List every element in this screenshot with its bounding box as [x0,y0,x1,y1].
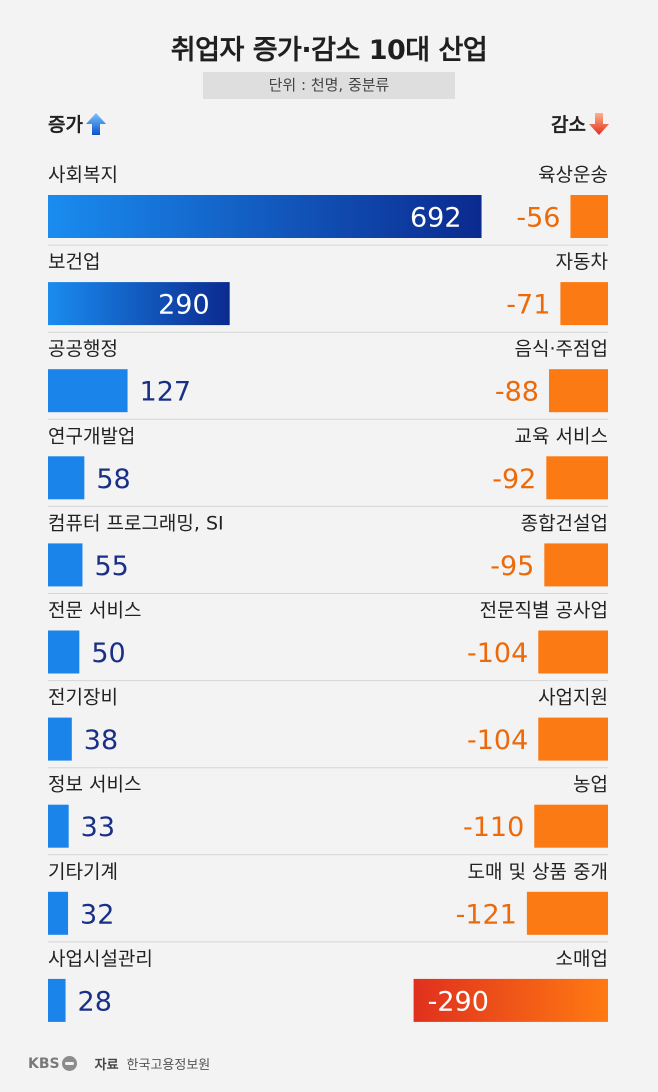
increase-bar [48,630,80,674]
increase-value-label: 28 [78,986,112,1017]
increase-value-label: 50 [91,638,125,669]
increase-category-label: 사회복지 [48,164,118,186]
increase-value-label: 32 [80,899,114,930]
decrease-value-label: -56 [516,203,560,234]
increase-category-label: 정보 서비스 [48,774,141,796]
increase-bar [48,978,66,1022]
decrease-bar [570,195,608,238]
decrease-legend: 감소 [551,110,610,137]
decrease-category-label: 사업지원 [538,687,608,709]
increase-bar [48,195,482,238]
increase-value-label: 692 [410,203,462,234]
decrease-category-label: 육상운송 [538,164,608,186]
increase-category-label: 전기장비 [48,687,118,709]
increase-bar [48,543,83,587]
decrease-value-label: -88 [495,377,539,408]
arrow-down-icon [589,112,609,135]
increase-category-label: 연구개발업 [48,425,135,447]
increase-category-label: 전문 서비스 [48,600,141,622]
increase-value-label: 33 [81,812,115,843]
increase-category-label: 보건업 [48,251,100,273]
kbs-logo-icon [61,1056,77,1071]
increase-value-label: 290 [158,290,210,321]
decrease-bar [534,804,608,848]
increase-category-label: 기타기계 [48,861,118,883]
decrease-value-label: -92 [492,464,536,495]
kbs-logo-text: KBS [28,1055,60,1072]
decrease-category-label: 음식·주점업 [515,338,608,360]
decrease-bar [413,978,608,1022]
decrease-value-label: -104 [467,638,528,669]
decrease-value-label: -95 [490,551,534,582]
increase-value-label: 55 [94,551,128,582]
kbs-logo: KBS [28,1056,77,1072]
decrease-category-label: 전문직별 공사업 [480,600,608,622]
chart-title: 취업자 증가·감소 10대 산업 [170,35,488,66]
decrease-bar [549,369,608,413]
decrease-category-label: 도매 및 상품 중개 [468,861,608,883]
increase-category-label: 공공행정 [48,338,118,360]
increase-value-label: 38 [84,725,118,756]
decrease-bar [560,282,608,326]
decrease-category-label: 소매업 [556,948,608,970]
decrease-bar [544,543,608,587]
increase-category-label: 컴퓨터 프로그래밍, SI [48,512,224,534]
decrease-category-label: 교육 서비스 [515,425,608,447]
source-text: 한국고용정보원 [126,1058,211,1073]
increase-bar [48,717,72,761]
decrease-value-label: -290 [428,986,489,1017]
increase-category-label: 사업시설관리 [48,948,153,970]
decrease-value-label: -110 [463,812,524,843]
increase-bar [48,804,69,848]
decrease-bar [538,630,608,674]
unit-label: 단위 : 천명, 중분류 [203,72,455,99]
arrow-up-icon [85,112,106,135]
source-label: 자료 [94,1058,119,1073]
increase-label: 증가 [48,114,83,136]
decrease-category-label: 농업 [573,774,608,796]
decrease-value-label: -104 [467,725,528,756]
decrease-value-label: -71 [506,290,550,321]
decrease-category-label: 종합건설업 [521,512,608,534]
decrease-bar [546,456,608,500]
decrease-bar [526,891,608,935]
increase-bar [48,456,85,500]
increase-value-label: 58 [96,464,130,495]
bar-chart: 사회복지 692 육상운송 -56 보건업 290 자동차 -71 공공행정 127 음식·주점업 -… [48,164,608,1022]
decrease-value-label: -121 [456,899,517,930]
decrease-label: 감소 [551,114,586,136]
footer: KBS 자료 한국고용정보원 [28,1054,211,1074]
increase-value-label: 127 [140,377,192,408]
decrease-bar [538,717,608,761]
increase-legend: 증가 [48,110,107,137]
decrease-category-label: 자동차 [556,251,608,273]
increase-bar [48,282,230,326]
increase-bar [48,369,128,413]
increase-bar [48,891,69,935]
